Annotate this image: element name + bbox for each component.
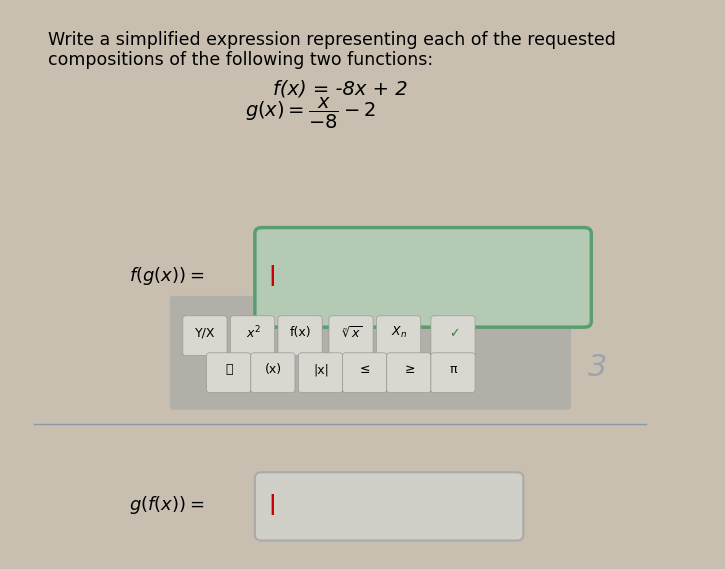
FancyBboxPatch shape bbox=[170, 296, 571, 410]
FancyBboxPatch shape bbox=[431, 316, 475, 356]
Text: (x): (x) bbox=[265, 364, 282, 376]
Text: |: | bbox=[268, 494, 276, 515]
Text: $x^2$: $x^2$ bbox=[246, 324, 260, 341]
Text: $X_n$: $X_n$ bbox=[392, 325, 407, 340]
Text: $g(f(x))=$: $g(f(x))=$ bbox=[129, 494, 204, 516]
FancyBboxPatch shape bbox=[207, 353, 251, 393]
FancyBboxPatch shape bbox=[431, 353, 475, 393]
FancyBboxPatch shape bbox=[329, 316, 373, 356]
Text: Write a simplified expression representing each of the requested: Write a simplified expression representi… bbox=[48, 31, 616, 50]
Text: 3: 3 bbox=[589, 353, 608, 381]
Text: Y/X: Y/X bbox=[195, 327, 216, 339]
Text: |x|: |x| bbox=[313, 364, 329, 376]
Text: $\checkmark$: $\checkmark$ bbox=[449, 327, 459, 339]
Text: $f(g(x))=$: $f(g(x))=$ bbox=[129, 265, 204, 287]
Text: compositions of the following two functions:: compositions of the following two functi… bbox=[48, 51, 433, 69]
FancyBboxPatch shape bbox=[255, 472, 523, 541]
FancyBboxPatch shape bbox=[342, 353, 386, 393]
FancyBboxPatch shape bbox=[183, 316, 227, 356]
FancyBboxPatch shape bbox=[255, 228, 592, 327]
Text: π: π bbox=[450, 364, 457, 376]
FancyBboxPatch shape bbox=[376, 316, 420, 356]
Text: ≤: ≤ bbox=[360, 364, 370, 376]
Text: |: | bbox=[268, 266, 276, 286]
Text: f(x) = -8x + 2: f(x) = -8x + 2 bbox=[273, 80, 407, 98]
Text: 🗑: 🗑 bbox=[225, 364, 233, 376]
Text: f(x): f(x) bbox=[290, 327, 312, 339]
FancyBboxPatch shape bbox=[386, 353, 431, 393]
FancyBboxPatch shape bbox=[278, 316, 322, 356]
Text: $g(x) = \dfrac{x}{-8} - 2$: $g(x) = \dfrac{x}{-8} - 2$ bbox=[244, 96, 376, 131]
Text: ≥: ≥ bbox=[405, 364, 415, 376]
Text: $\sqrt[n]{x}$: $\sqrt[n]{x}$ bbox=[341, 325, 362, 340]
FancyBboxPatch shape bbox=[251, 353, 295, 393]
FancyBboxPatch shape bbox=[299, 353, 342, 393]
FancyBboxPatch shape bbox=[231, 316, 275, 356]
